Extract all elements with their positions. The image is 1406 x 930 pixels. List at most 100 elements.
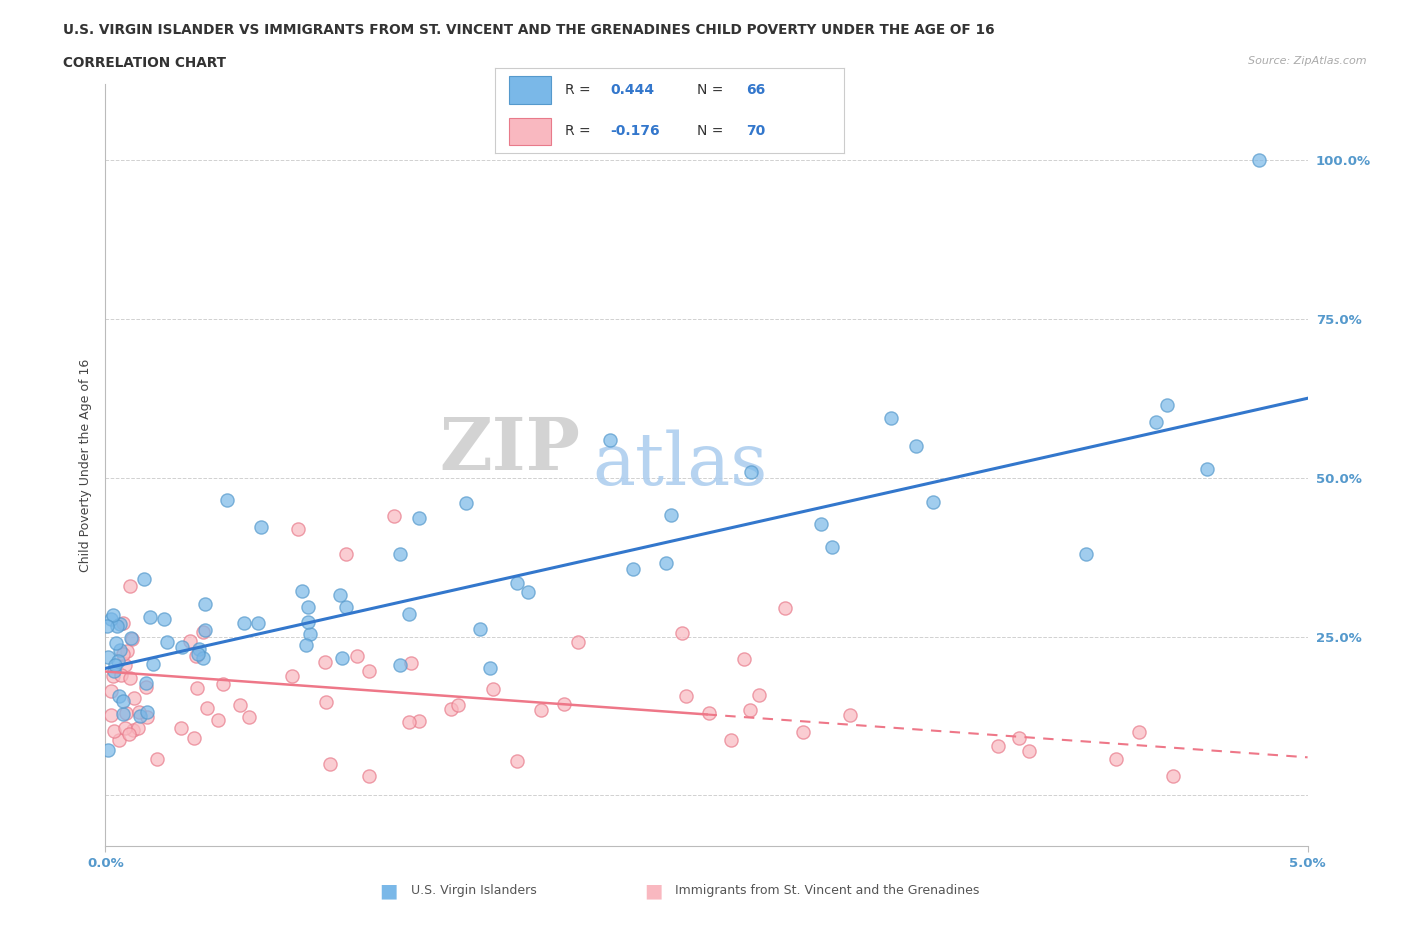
Point <box>229 698 252 712</box>
Point <box>346 648 368 663</box>
Point <box>136 710 159 724</box>
Point <box>134 571 156 586</box>
Text: ■: ■ <box>644 882 662 900</box>
Point <box>246 616 269 631</box>
Point <box>211 677 233 692</box>
Text: Source: ZipAtlas.com: Source: ZipAtlas.com <box>1249 56 1367 66</box>
Point <box>329 588 352 603</box>
Point <box>922 494 945 509</box>
Point <box>97 742 120 757</box>
Bar <box>509 76 551 104</box>
Point <box>191 650 214 665</box>
Point <box>1104 751 1126 766</box>
Point <box>128 704 150 719</box>
Point <box>516 584 538 599</box>
Point <box>720 733 742 748</box>
Y-axis label: Child Poverty Under the Age of 16: Child Poverty Under the Age of 16 <box>79 358 91 572</box>
Text: Immigrants from St. Vincent and the Grenadines: Immigrants from St. Vincent and the Gren… <box>675 884 979 897</box>
Point <box>388 658 411 672</box>
Point <box>103 664 125 679</box>
Point <box>183 731 205 746</box>
Point <box>191 625 214 640</box>
Point <box>280 669 302 684</box>
Point <box>172 640 194 655</box>
Point <box>297 600 319 615</box>
Point <box>408 713 430 728</box>
Text: N =: N = <box>697 125 728 139</box>
Point <box>291 584 314 599</box>
Point <box>108 616 131 631</box>
Point <box>1018 743 1040 758</box>
Point <box>179 633 201 648</box>
Point <box>122 723 145 737</box>
Point <box>215 493 238 508</box>
Point <box>97 650 120 665</box>
Point <box>567 634 589 649</box>
Point <box>107 654 129 669</box>
Point <box>107 689 129 704</box>
Point <box>481 682 503 697</box>
Point <box>1197 462 1219 477</box>
Point <box>112 646 135 661</box>
Point <box>314 655 336 670</box>
Point <box>135 676 157 691</box>
Point <box>748 687 770 702</box>
Point <box>468 622 491 637</box>
Point <box>103 607 125 622</box>
Point <box>194 597 217 612</box>
Point <box>100 708 122 723</box>
Point <box>114 721 136 736</box>
Point <box>104 636 127 651</box>
Point <box>297 615 319 630</box>
Point <box>880 410 903 425</box>
Point <box>319 757 342 772</box>
Point <box>107 618 129 633</box>
Point <box>122 691 145 706</box>
Point <box>987 738 1010 753</box>
Point <box>136 705 159 720</box>
Point <box>121 631 143 646</box>
Point <box>1249 153 1271 167</box>
Point <box>599 432 621 447</box>
Point <box>506 753 529 768</box>
Point <box>904 438 927 453</box>
Point <box>114 658 136 673</box>
Point <box>146 752 169 767</box>
Point <box>740 464 762 479</box>
Point <box>399 656 422 671</box>
Point <box>295 637 318 652</box>
Text: 0.444: 0.444 <box>610 83 654 97</box>
Point <box>398 606 420 621</box>
Point <box>100 612 122 627</box>
Text: ZIP: ZIP <box>440 414 581 485</box>
Point <box>184 648 207 663</box>
Point <box>1144 414 1167 429</box>
Point <box>233 616 256 631</box>
Point <box>738 702 761 717</box>
Point <box>238 710 260 724</box>
Text: CORRELATION CHART: CORRELATION CHART <box>63 56 226 70</box>
Point <box>408 511 430 525</box>
Point <box>1161 769 1184 784</box>
Point <box>250 520 273 535</box>
Point <box>654 556 676 571</box>
Point <box>671 625 693 640</box>
Point <box>120 578 142 593</box>
Point <box>287 521 309 536</box>
Point <box>398 715 420 730</box>
Point <box>388 546 411 561</box>
Point <box>115 644 138 658</box>
Point <box>112 615 135 630</box>
Point <box>1128 724 1150 739</box>
Point <box>621 562 644 577</box>
Point <box>299 627 322 642</box>
Text: R =: R = <box>565 125 595 139</box>
Point <box>335 600 357 615</box>
Point <box>96 618 118 633</box>
Point <box>839 708 862 723</box>
Text: atlas: atlas <box>592 430 768 500</box>
Point <box>103 669 125 684</box>
Point <box>675 688 697 703</box>
Point <box>315 694 337 709</box>
Text: U.S. VIRGIN ISLANDER VS IMMIGRANTS FROM ST. VINCENT AND THE GRENADINES CHILD POV: U.S. VIRGIN ISLANDER VS IMMIGRANTS FROM … <box>63 23 995 37</box>
